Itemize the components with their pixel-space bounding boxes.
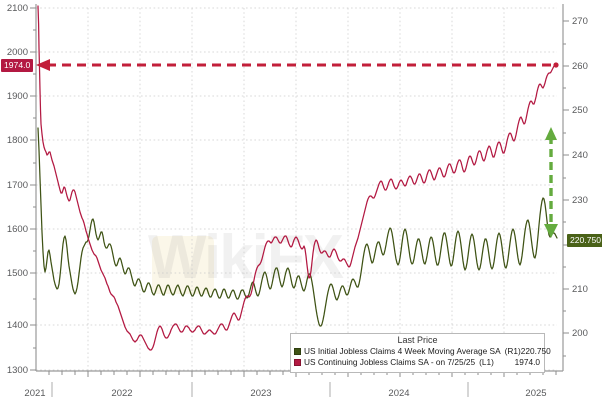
x-tick-2024: 2024: [388, 388, 409, 399]
legend-row-initial-claims: US Initial Jobless Claims 4 Week Moving …: [291, 346, 551, 357]
right-tick-240: 240: [572, 150, 588, 161]
series-line-continuing-claims: [37, 5, 558, 351]
legend-label-continuing-claims: US Continuing Jobless Claims SA - on 7/2…: [304, 357, 476, 367]
left-last-price-tag: 1974.0: [1, 59, 34, 72]
legend-label-initial-claims: US Initial Jobless Claims 4 Week Moving …: [304, 346, 501, 356]
x-tick-2025: 2025: [525, 388, 546, 399]
right-tick-270: 270: [572, 16, 588, 27]
left-tick-2100: 2100: [7, 3, 28, 14]
right-tick-260: 260: [572, 61, 588, 72]
left-tick-1600: 1600: [7, 224, 28, 235]
right-last-price-tag: 220.750: [567, 234, 602, 247]
right-tick-250: 250: [572, 105, 588, 116]
grid-lines: [36, 7, 557, 371]
x-tick-2023: 2023: [250, 388, 271, 399]
legend-swatch-green: [294, 348, 301, 355]
right-axis: 270 260 250 240 230 210 200: [562, 4, 588, 371]
left-axis: 2100 2000 1900 1800 1700 1600 1500 1400 …: [7, 3, 37, 376]
left-tick-1300: 1300: [7, 365, 28, 376]
legend-value-initial-claims: 220.750: [520, 346, 551, 356]
left-tick-1800: 1800: [7, 135, 28, 146]
left-tick-1700: 1700: [7, 180, 28, 191]
left-tick-2000: 2000: [7, 47, 28, 58]
legend-value-continuing-claims: 1974.0: [514, 357, 540, 367]
legend-swatch-red: [294, 359, 301, 366]
series-line-initial-claims: [37, 127, 558, 327]
chart-legend: Last Price US Initial Jobless Claims 4 W…: [290, 333, 551, 373]
x-tick-2021: 2021: [24, 388, 45, 399]
legend-axis-r1: (R1): [504, 346, 521, 356]
legend-title: Last Price: [397, 335, 438, 345]
x-axis: 2021 2022 2023 2024 2025: [24, 370, 563, 399]
right-tick-230: 230: [572, 195, 588, 206]
right-tick-210: 210: [572, 284, 588, 295]
left-tick-1500: 1500: [7, 268, 28, 279]
left-tick-1400: 1400: [7, 320, 28, 331]
right-tick-200: 200: [572, 328, 588, 339]
red-annotation-arrow: [36, 59, 559, 71]
left-tick-1900: 1900: [7, 91, 28, 102]
legend-axis-l1: (L1): [479, 357, 494, 367]
legend-row-continuing-claims: US Continuing Jobless Claims SA - on 7/2…: [291, 357, 544, 368]
x-tick-2022: 2022: [111, 388, 132, 399]
green-annotation-arrow: [544, 127, 558, 238]
